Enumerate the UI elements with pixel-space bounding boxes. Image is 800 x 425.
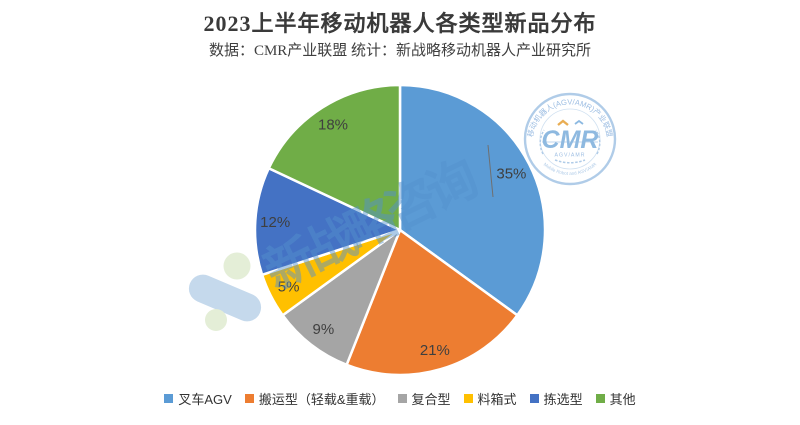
pie-slice-1 (345, 228, 519, 377)
stamp-cmr-text: CMR (542, 126, 599, 154)
legend-item-3: 料箱式 (463, 389, 517, 408)
pie-label-1: 21% (420, 342, 450, 359)
legend-swatch-2 (397, 393, 407, 403)
stamp-laurel-left-icon (539, 129, 545, 155)
stamp-inner-ring (539, 108, 601, 170)
legend-swatch-5 (595, 393, 605, 403)
legend-label-3: 料箱式 (477, 391, 517, 407)
stamp-laurel-right-icon (595, 129, 601, 155)
legend-item-2: 复合型 (397, 389, 451, 408)
legend-swatch-4 (529, 393, 539, 403)
chart-title: 2023上半年移动机器人各类型新品分布 (203, 11, 597, 36)
legend-label-4: 拣选型 (543, 391, 583, 407)
legend-item-5: 其他 (595, 389, 636, 408)
legend-swatch-1 (244, 393, 254, 403)
stamp-outer-ring (523, 92, 617, 186)
logo-green-dot-top (223, 252, 251, 280)
pie-label-3: 5% (278, 279, 300, 296)
legend-item-1: 搬运型（轻载&重载） (244, 389, 385, 408)
stamp-agv-amr-text: AGV/AMR (555, 153, 586, 159)
chart-subtitle: 数据：CMR产业联盟 统计：新战略移动机器人产业研究所 (208, 43, 592, 59)
pie-label-0: 35% (496, 165, 526, 182)
pie-slice-4 (253, 167, 402, 277)
pie-label-2: 9% (313, 321, 335, 338)
legend-label-1: 搬运型（轻载&重载） (258, 391, 385, 407)
legend-item-4: 拣选型 (529, 389, 583, 408)
pie-label-5: 18% (318, 117, 348, 134)
legend-swatch-3 (463, 393, 473, 403)
cmr-stamp-logo: 移动机器人(AGV/AMR)产业联盟 Mobile Robot and AGV/… (523, 92, 617, 186)
pie-label-4: 12% (260, 214, 290, 231)
legend-swatch-0 (164, 393, 174, 403)
pie-slice-0 (398, 83, 547, 317)
legend: 叉车AGV 搬运型（轻载&重载） 复合型 料箱式 拣选型 其他 (0, 388, 800, 408)
brand-blob-logo (188, 252, 262, 331)
legend-label-0: 叉车AGV (178, 391, 232, 407)
legend-label-5: 其他 (609, 391, 636, 407)
stamp-roof-orange-icon (557, 119, 569, 126)
legend-item-0: 叉车AGV (164, 389, 232, 408)
pie-slice-5 (267, 83, 402, 232)
legend-label-2: 复合型 (411, 391, 451, 407)
stamp-roof-blue-icon (574, 119, 584, 125)
logo-blue-blob (188, 274, 262, 322)
label-leader-line (487, 144, 494, 198)
logo-green-dot-bottom (205, 309, 227, 331)
pie-slice-2 (281, 228, 402, 367)
